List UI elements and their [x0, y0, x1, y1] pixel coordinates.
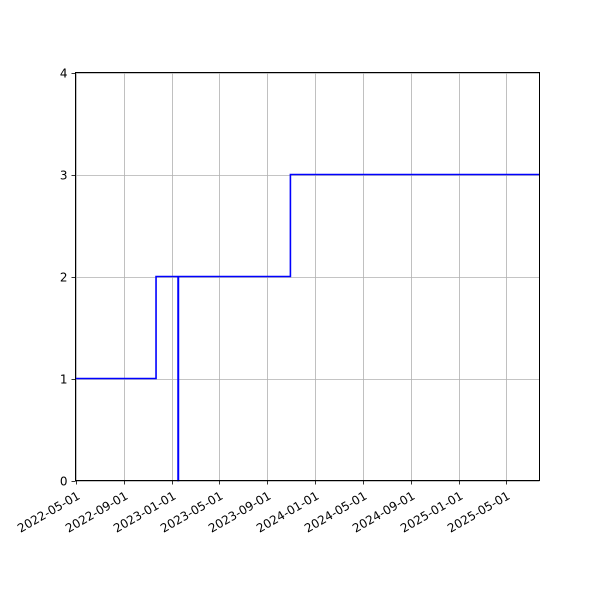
- y-tick-label: 2: [60, 271, 68, 285]
- y-tick-label: 3: [60, 169, 68, 183]
- y-tick-labels: 0 1 2 3 4: [60, 67, 68, 489]
- y-tick-label: 1: [60, 373, 68, 387]
- grid-lines: [75, 72, 540, 482]
- axis-ticks: [71, 73, 507, 485]
- y-tick-label: 4: [60, 67, 68, 81]
- y-tick-label: 0: [60, 475, 68, 489]
- plot-frame: [75, 72, 540, 481]
